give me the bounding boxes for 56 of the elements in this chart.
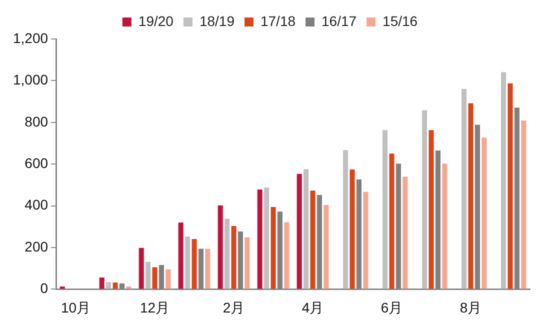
bar [152,267,158,289]
x-tick-label: 12月 [140,299,170,316]
bar [382,130,388,289]
legend-label: 15/16 [382,12,418,29]
bar [244,237,250,289]
bar [166,269,171,289]
bar [146,262,151,289]
bar [402,176,408,289]
bar [192,238,197,289]
bar [99,278,104,289]
x-tick-label: 2月 [222,299,245,316]
bar [468,103,474,289]
x-tick-label: 6月 [380,299,403,316]
bar [324,204,329,289]
bar [304,169,309,289]
bar [343,150,348,289]
bar [231,226,236,289]
bar [508,83,513,289]
x-tick-label: 4月 [302,299,324,316]
bar [178,222,184,289]
bar [112,282,118,289]
bar [363,192,368,289]
bar [264,187,270,289]
bar [462,88,467,289]
bar [270,207,276,289]
legend-label: 17/18 [260,12,296,29]
legend-label: 18/19 [199,12,235,29]
bar [350,170,355,289]
bar [442,164,448,289]
legend-label: 16/17 [322,12,357,29]
y-tick-label: 1,000 [12,72,48,88]
y-tick-label: 800 [24,113,48,130]
bar [224,218,230,289]
x-tick-label: 8月 [460,299,482,316]
bar [138,248,144,289]
y-tick-label: 200 [24,238,48,254]
bar [501,72,506,289]
bar [218,205,223,289]
bar [310,190,316,289]
bar [185,236,190,289]
bar [257,190,262,289]
bar [428,130,434,289]
bar [296,174,302,289]
bar [521,120,526,289]
y-tick-label: 400 [24,196,48,213]
x-tick-label: 10月 [60,299,91,316]
y-tick-label: 1,200 [12,30,48,46]
bar [389,154,394,289]
legend-label: 19/20 [138,12,174,29]
y-tick-label: 600 [24,154,48,171]
bar [422,110,428,289]
bar [106,282,112,289]
bar [482,138,487,289]
bar [205,248,210,289]
y-tick-label: 0 [40,280,48,296]
bar [284,222,290,289]
